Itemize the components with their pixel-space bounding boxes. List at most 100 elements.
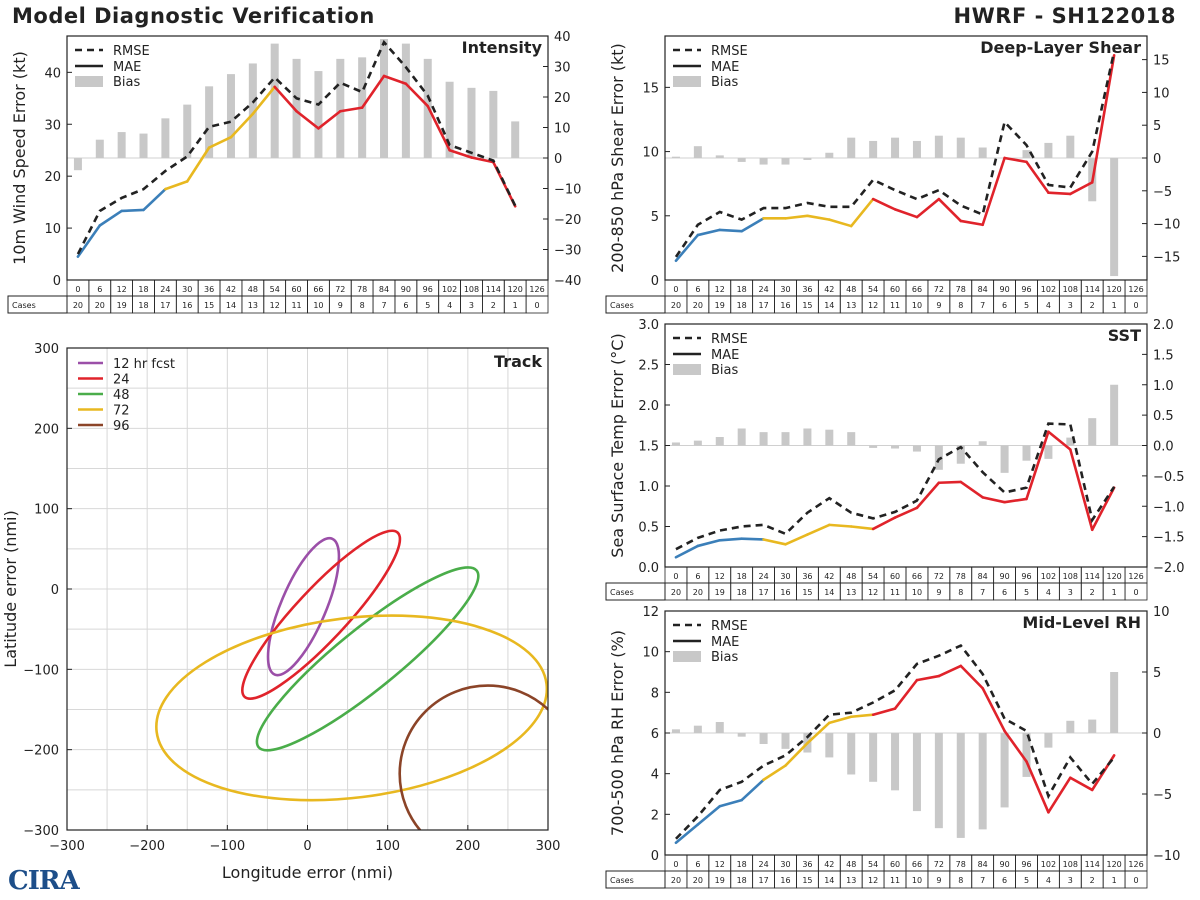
intensity-case-count: 5 — [425, 301, 430, 310]
track-y-tick-label: −300 — [23, 824, 59, 839]
intensity-mae-segment — [404, 82, 430, 108]
sst-mae-segment — [1090, 486, 1116, 532]
intensity-lead-label: 120 — [508, 285, 523, 294]
rh-lead-label: 6 — [695, 860, 700, 869]
shear-bias-bar — [715, 155, 724, 158]
shear-panel-title: Deep-Layer Shear — [980, 38, 1141, 57]
sst-lead-label: 72 — [934, 572, 944, 581]
sst-bias-bar — [912, 445, 921, 452]
sst-bias-bar — [1044, 445, 1053, 459]
rh-panel-title: Mid-Level RH — [1022, 613, 1141, 632]
rh-lead-label: 12 — [715, 860, 725, 869]
intensity-cases-header-label: Cases — [12, 301, 36, 310]
sst-y-tick-label: 2.5 — [638, 359, 659, 374]
intensity-lead-label: 60 — [291, 285, 301, 294]
rh-mae-segment — [718, 798, 743, 808]
rh-mae-segment — [915, 674, 941, 682]
shear-case-count: 16 — [780, 301, 790, 310]
shear-bias-bar — [1066, 135, 1075, 158]
track-legend-label-c48: 48 — [113, 388, 130, 403]
rh-case-count: 12 — [868, 876, 878, 885]
sst-lead-label: 108 — [1063, 572, 1078, 581]
sst-bias-bar — [1022, 445, 1031, 461]
intensity-lead-label: 126 — [529, 285, 544, 294]
intensity-case-count: 13 — [248, 301, 258, 310]
sst-bias-bar — [869, 445, 878, 448]
shear-lead-label: 120 — [1106, 285, 1121, 294]
shear-case-count: 20 — [693, 301, 703, 310]
intensity-mae-segment — [142, 187, 167, 212]
sst-case-count: 2 — [1090, 588, 1095, 597]
intensity-lead-label: 84 — [379, 285, 389, 294]
sst-bias-bar — [847, 432, 856, 446]
rh-bias-bar — [781, 733, 790, 749]
sst-lead-label: 6 — [695, 572, 700, 581]
rh-y2-tick-label: −5 — [1153, 788, 1172, 803]
rh-case-count: 10 — [912, 876, 922, 885]
intensity-mae-segment — [76, 224, 102, 258]
sst-mae-segment — [1003, 497, 1028, 504]
rh-mae-segment — [1047, 776, 1072, 814]
sst-y2-tick-label: 2.0 — [1153, 318, 1174, 333]
sst-mae-segment — [1025, 430, 1050, 501]
intensity-y2-tick-label: 20 — [554, 91, 571, 106]
sst-bias-bar — [759, 432, 768, 446]
rh-mae-segment — [784, 741, 809, 767]
sst-case-count: 14 — [824, 588, 834, 597]
intensity-y2-tick-label: 0 — [554, 152, 562, 167]
rh-cases-header-label: Cases — [610, 876, 634, 885]
shear-lead-label: 36 — [802, 285, 812, 294]
track-x-axis-label: Longitude error (nmi) — [222, 863, 393, 882]
intensity-lead-label: 54 — [270, 285, 280, 294]
sst-y2-tick-label: 1.5 — [1153, 348, 1174, 363]
shear-mae-segment — [784, 214, 809, 220]
rh-case-count: 0 — [1133, 876, 1138, 885]
shear-lead-label: 30 — [780, 285, 790, 294]
intensity-lead-label: 42 — [226, 285, 236, 294]
rh-mae-segment — [806, 721, 831, 745]
sst-case-count: 17 — [758, 588, 768, 597]
intensity-y-tick-label: 0 — [53, 274, 61, 289]
intensity-rmse-line — [76, 39, 517, 255]
intensity-bias-bar — [248, 63, 257, 159]
rh-y2-tick-label: 0 — [1153, 727, 1161, 742]
shear-case-count: 6 — [1002, 301, 1007, 310]
track-x-tick-label: −100 — [209, 839, 245, 854]
shear-lead-label: 42 — [824, 285, 834, 294]
sst-y2-tick-label: −1.5 — [1153, 531, 1185, 546]
rh-case-count: 1 — [1112, 876, 1117, 885]
shear-bias-bar — [737, 158, 746, 162]
intensity-case-count: 10 — [313, 301, 323, 310]
shear-bias-bar — [825, 152, 834, 158]
shear-mae-segment — [915, 197, 941, 219]
shear-mae-segment — [849, 197, 875, 228]
shear-bias-bar — [934, 135, 943, 158]
track-y-tick-label: 0 — [51, 583, 59, 598]
rh-lead-label: 60 — [890, 860, 900, 869]
sst-mae-segment — [849, 525, 875, 531]
rh-bias-bar — [759, 733, 768, 744]
sst-y-tick-label: 3.0 — [638, 318, 659, 333]
rh-legend-bias-label: Bias — [711, 650, 738, 665]
shear-bias-bar — [803, 158, 812, 160]
rh-case-count: 2 — [1090, 876, 1095, 885]
shear-cases-header-label: Cases — [610, 301, 634, 310]
sst-bias-bar — [891, 445, 900, 449]
intensity-lead-label: 36 — [204, 285, 214, 294]
sst-lead-label: 0 — [673, 572, 678, 581]
sst-bias-bar — [803, 428, 812, 446]
sst-lead-label: 54 — [868, 572, 878, 581]
rh-case-count: 18 — [737, 876, 747, 885]
intensity-lead-label: 96 — [423, 285, 433, 294]
intensity-y2-tick-label: −40 — [554, 274, 581, 289]
intensity-case-count: 8 — [360, 301, 365, 310]
shear-mae-segment — [806, 214, 831, 221]
track-ellipse-c72 — [155, 614, 548, 802]
shear-y2-tick-label: 15 — [1153, 54, 1170, 69]
intensity-lead-label: 6 — [97, 285, 102, 294]
sst-lead-label: 66 — [912, 572, 922, 581]
sst-lead-label: 24 — [758, 572, 768, 581]
rh-mae-segment — [740, 778, 765, 802]
track-y-tick-label: 100 — [34, 503, 59, 518]
shear-lead-label: 78 — [956, 285, 966, 294]
